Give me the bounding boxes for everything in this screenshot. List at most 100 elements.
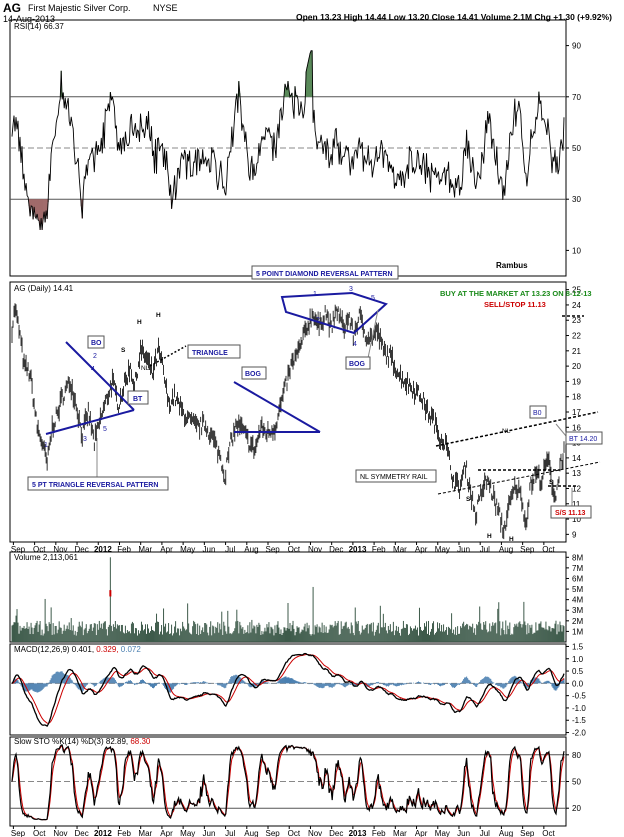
macd-tick-label: -2.0 — [572, 729, 586, 738]
x-axis-label: Oct — [542, 829, 555, 837]
x-axis-label: Sep — [11, 829, 26, 837]
volume-label: Volume 2,113,061 — [14, 553, 78, 562]
x-axis-label: Nov — [308, 545, 322, 554]
x-axis-label: Aug — [499, 829, 513, 837]
macd-signal-line — [11, 654, 565, 724]
rsi-tick-label: 50 — [572, 144, 581, 153]
x-axis-label: Sep — [520, 545, 535, 554]
sto-d-value: 68.30 — [130, 737, 151, 746]
sto-main: Slow STO %K(14) %D(3) 82.89, — [14, 737, 128, 746]
x-axis-label: Jun — [457, 545, 470, 554]
ss-box — [550, 505, 592, 519]
x-axis-label: Aug — [499, 545, 513, 554]
x-axis-label: Dec — [75, 545, 89, 554]
volume-tick-label: 4M — [572, 596, 583, 605]
macd-main: MACD(12,26,9) 0.401, — [14, 645, 94, 654]
tri-pt-3: 3 — [83, 436, 87, 443]
x-axis-label: Oct — [33, 545, 46, 554]
diamond-shape — [280, 291, 388, 335]
x-axis-label: Apr — [415, 545, 428, 554]
x-axis-label: Dec — [329, 545, 343, 554]
symbol: AG — [3, 1, 21, 15]
x-axis-label: 2013 — [349, 829, 367, 837]
bo-label-2: B0 — [533, 410, 542, 417]
price-tick-label: 13 — [572, 469, 581, 478]
triangle-upper-line — [65, 341, 135, 411]
nl-label-1: NL — [141, 365, 150, 372]
x-axis-label: Nov — [53, 829, 67, 837]
x-axis-label: Sep — [266, 829, 281, 837]
x-axis-label: Feb — [117, 545, 131, 554]
volume-tick-label: 7M — [572, 564, 583, 573]
bo-box-2 — [529, 405, 547, 419]
x-axis-label: Aug — [244, 545, 258, 554]
volume-tick-label: 6M — [572, 574, 583, 583]
tri-pt-4: 4 — [91, 366, 95, 373]
price-annotations: BO BT 1 2 3 4 5 5 PT TRIANGLE REVERSAL P… — [27, 265, 603, 543]
stochastic-panel: 80 50 20 — [10, 744, 581, 821]
sto-tick-label: 80 — [572, 751, 581, 760]
neckline-rising — [435, 411, 599, 447]
price-tick-label: 9 — [572, 530, 577, 539]
x-axis-label: Sep — [11, 545, 26, 554]
x-axis-label: Jul — [480, 545, 490, 554]
x-axis-label: Jul — [480, 829, 490, 837]
quote-line: Open 13.23 High 14.44 Low 13.20 Close 14… — [296, 12, 612, 22]
price-tick-label: 25 — [572, 286, 581, 295]
price-frame — [9, 281, 567, 543]
x-axis-label: Sep — [520, 829, 535, 837]
x-axis-label: Apr — [160, 829, 173, 837]
volume-tick-label: 1M — [572, 627, 583, 636]
s-label-3: S — [549, 479, 554, 486]
price-tick-label: 24 — [572, 301, 581, 310]
sto-tick-label: 50 — [572, 778, 581, 787]
x-axis-label: May — [180, 545, 195, 554]
x-axes: Sep Oct Nov Dec 2012 Feb Mar Apr May Jun Jul Aug Sep… — [11, 542, 555, 837]
bog-label-2: BOG — [349, 361, 366, 368]
x-axis-label: Nov — [308, 829, 322, 837]
x-axis-label: Jun — [457, 829, 470, 837]
x-axis-label: Apr — [415, 829, 428, 837]
tri-pt-1: 1 — [44, 442, 48, 449]
h-label-4: H — [509, 536, 514, 543]
macd-tick-label: 0.0 — [572, 679, 584, 688]
x-axis-label: Sep — [266, 545, 281, 554]
s-label-2: S — [466, 496, 471, 503]
rsi-panel: 90 70 50 30 10 — [10, 42, 581, 255]
x-axis-label: May — [435, 829, 450, 837]
price-panel: 252423222120191817161514131211109 — [11, 286, 581, 539]
bog-box-1 — [241, 366, 267, 380]
macd-line — [11, 652, 565, 727]
diamond-title: 5 POINT DIAMOND REVERSAL PATTERN — [256, 271, 393, 278]
pt-triangle-label: 5 PT TRIANGLE REVERSAL PATTERN — [32, 482, 158, 489]
chart-date: 14-Aug-2013 — [3, 14, 56, 24]
macd-tick-label: 0.5 — [572, 667, 584, 676]
triangle-lower-line — [45, 409, 135, 435]
price-label: AG (Daily) 14.41 — [14, 284, 74, 293]
h-label-3: H — [487, 533, 492, 540]
rsi-tick-label: 10 — [572, 246, 581, 255]
macd-panel: 1.5 1.0 0.5 0.0 -0.5 -1.0 -1.5 -2.0 — [10, 642, 586, 738]
rsi-label: RSI(14) 66.37 — [14, 22, 64, 31]
price-tick-label: 21 — [572, 347, 581, 356]
x-axis-label: Jul — [225, 829, 235, 837]
bt-label-2: BT 14.20 — [569, 436, 597, 443]
nl-symmetry-label: NL SYMMETRY RAIL — [360, 474, 428, 481]
diamond-title-box — [251, 265, 399, 280]
x-axis-label: Feb — [117, 829, 131, 837]
company-name: First Majestic Silver Corp. — [28, 3, 131, 13]
exchange: NYSE — [153, 3, 178, 13]
x-axis-label: Oct — [33, 829, 46, 837]
x-axis-label: Nov — [53, 545, 67, 554]
macd-tick-label: 1.0 — [572, 655, 584, 664]
buy-text: BUY AT THE MARKET AT 13.23 ON 8-12-13 — [440, 289, 592, 298]
x-axis-label: Oct — [542, 545, 555, 554]
x-axis-label: 2012 — [94, 545, 112, 554]
h-label-1: H — [137, 319, 142, 326]
macd-tick-label: -1.5 — [572, 716, 586, 725]
triangle2-upper — [233, 381, 321, 433]
macd-tick-label: 1.5 — [572, 642, 584, 651]
stop-text: SELL/STOP 11.13 — [484, 300, 546, 309]
panel-frames — [9, 19, 567, 827]
